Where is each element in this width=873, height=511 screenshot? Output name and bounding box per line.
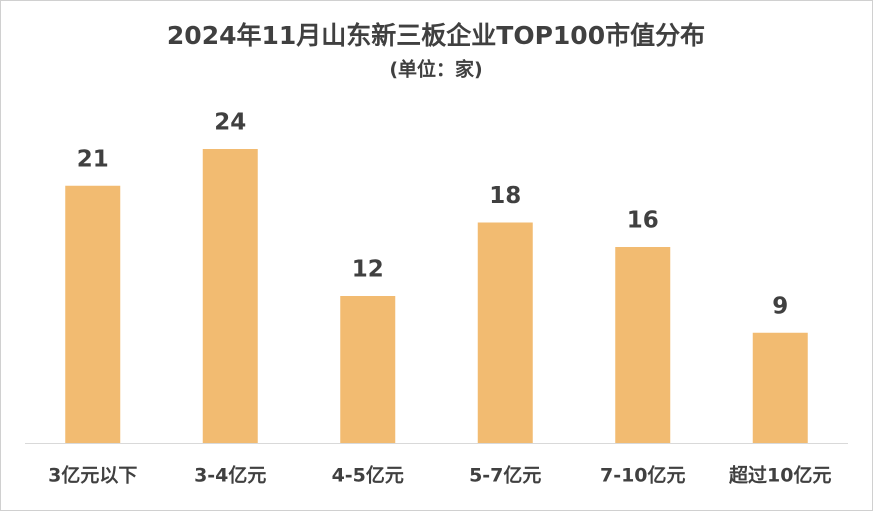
chart-subtitle: (单位：家) xyxy=(389,58,482,81)
data-label: 16 xyxy=(627,208,659,234)
data-label: 18 xyxy=(489,183,521,209)
x-tick-label: 3亿元以下 xyxy=(48,464,137,487)
bar xyxy=(202,149,258,443)
bar xyxy=(477,222,533,443)
x-tick-label: 3-4亿元 xyxy=(194,464,266,487)
bar xyxy=(615,247,671,443)
x-tick-label: 5-7亿元 xyxy=(469,464,541,487)
bar xyxy=(65,185,121,443)
data-label: 21 xyxy=(77,146,109,172)
data-label: 24 xyxy=(214,110,246,136)
x-tick-label: 7-10亿元 xyxy=(600,464,686,487)
bar xyxy=(752,332,808,443)
chart-title: 2024年11月山东新三板企业TOP100市值分布 xyxy=(167,21,705,50)
x-tick-label: 4-5亿元 xyxy=(332,464,404,487)
x-tick-label: 超过10亿元 xyxy=(728,464,831,487)
bar xyxy=(340,296,396,443)
data-label: 9 xyxy=(772,293,788,319)
data-label: 12 xyxy=(352,257,384,283)
